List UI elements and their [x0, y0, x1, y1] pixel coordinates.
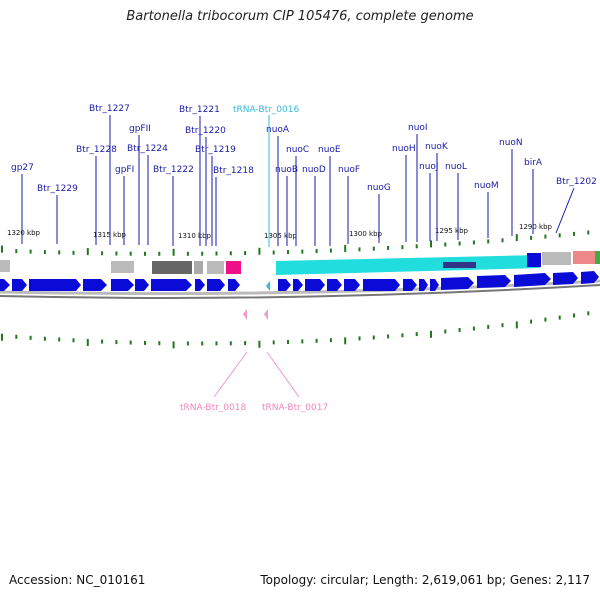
gene-label-gpfii: gpFII [129, 124, 151, 134]
cds-arrow [327, 279, 342, 291]
cds-arrow [12, 279, 27, 291]
feature-block [207, 261, 224, 274]
trna-label-0018: tRNA-Btr_0018 [180, 403, 246, 413]
cds-arrow [228, 279, 240, 291]
gene-label-btr1221: Btr_1221 [179, 105, 220, 115]
gene-label-nuom: nuoM [474, 181, 499, 191]
cds-arrows [0, 271, 599, 291]
topology-text: Topology: circular; Length: 2,619,061 bp… [260, 573, 590, 587]
cds-arrow [430, 279, 439, 291]
kbp-label: 1290 kbp [519, 223, 553, 231]
kbp-labels: 1320 kbp 1315 kbp 1310 kbp 1305 kbp 1300… [7, 223, 553, 240]
feature-blocks [0, 251, 600, 275]
cds-arrow [305, 279, 325, 291]
gene-label-nuog: nuoG [367, 183, 391, 193]
trna-0016-mark [266, 281, 270, 291]
gene-label-nuoh: nuoH [392, 144, 416, 154]
feature-block [152, 261, 192, 274]
cds-arrow [111, 279, 134, 291]
feature-block [0, 260, 10, 272]
trna-0018-mark [243, 309, 247, 320]
accession-text: Accession: NC_010161 [9, 573, 146, 587]
gene-label-btr1219: Btr_1219 [195, 145, 236, 155]
map-title: Bartonella tribocorum CIP 105476, comple… [126, 9, 474, 24]
gene-leaders [21, 115, 575, 246]
feature-block [443, 262, 476, 268]
gene-label-btr1229: Btr_1229 [37, 184, 78, 194]
feature-block [595, 251, 600, 264]
cds-arrow [441, 277, 474, 290]
nuo-block [276, 255, 540, 275]
kbp-label: 1320 kbp [7, 229, 41, 237]
gene-label-btr1227: Btr_1227 [89, 104, 130, 114]
gene-label-nuol: nuoL [445, 162, 467, 172]
cds-arrow [553, 272, 578, 285]
cds-arrow [0, 279, 10, 291]
gene-label-group: gp27 Btr_1229 Btr_1228 Btr_1227 gpFII gp… [11, 104, 597, 194]
gene-label-nuoe: nuoE [318, 145, 341, 155]
kbp-label: 1295 kbp [435, 227, 469, 235]
cds-arrow [29, 279, 81, 291]
cds-arrow [363, 279, 400, 291]
cds-arrow [403, 279, 417, 291]
tick-row-bottom [1, 311, 590, 349]
cds-arrow [477, 275, 511, 288]
trna-bottom-leaders [213, 351, 300, 398]
cds-arrow [278, 279, 291, 291]
trna-label-0017: tRNA-Btr_0017 [262, 403, 328, 413]
feature-block [194, 261, 203, 274]
kbp-label: 1305 kbp [264, 232, 298, 240]
feature-block [111, 261, 134, 273]
gene-label-btr1228: Btr_1228 [76, 145, 117, 155]
gene-label-btr1224: Btr_1224 [127, 144, 168, 154]
cds-arrow [581, 271, 599, 284]
cds-arrow [207, 279, 225, 291]
kbp-label: 1300 kbp [349, 230, 383, 238]
gene-label-btr1220: Btr_1220 [185, 126, 226, 136]
trna-0017-mark [264, 309, 268, 320]
cds-arrow [344, 279, 360, 291]
gene-label-nuoc: nuoC [286, 145, 309, 155]
cds-arrow [514, 273, 551, 287]
gene-label-nuoa: nuoA [266, 125, 290, 135]
feature-block [542, 252, 571, 265]
gene-label-nuoi: nuoI [408, 123, 428, 133]
gene-label-nuof: nuoF [338, 165, 360, 175]
kbp-label: 1310 kbp [178, 232, 212, 240]
gene-label-bira: birA [524, 158, 543, 168]
cds-arrow [419, 279, 428, 291]
gene-label-nuod: nuoD [302, 165, 326, 175]
cds-arrow [195, 279, 205, 291]
gene-label-btr1218: Btr_1218 [213, 166, 254, 176]
gene-label-nuoj: nuoJ [419, 162, 439, 172]
feature-block [573, 251, 600, 264]
tick-row-top [1, 230, 590, 256]
backbone-inner [0, 284, 600, 299]
gene-label-btr1222: Btr_1222 [153, 165, 194, 175]
feature-block [527, 253, 541, 267]
gene-label-nuob: nuoB [275, 165, 298, 175]
cds-arrow [151, 279, 192, 291]
gene-label-gpfi: gpFI [115, 165, 134, 175]
gene-label-nuok: nuoK [425, 142, 449, 152]
cds-arrow [135, 279, 149, 291]
gene-label-gp27: gp27 [11, 163, 34, 173]
gene-label-btr1202: Btr_1202 [556, 177, 597, 187]
cds-arrow [293, 279, 303, 291]
trna-label-0016: tRNA-Btr_0016 [233, 105, 299, 115]
feature-block [226, 261, 241, 274]
gene-label-nuon: nuoN [499, 138, 523, 148]
cds-arrow [83, 279, 107, 291]
